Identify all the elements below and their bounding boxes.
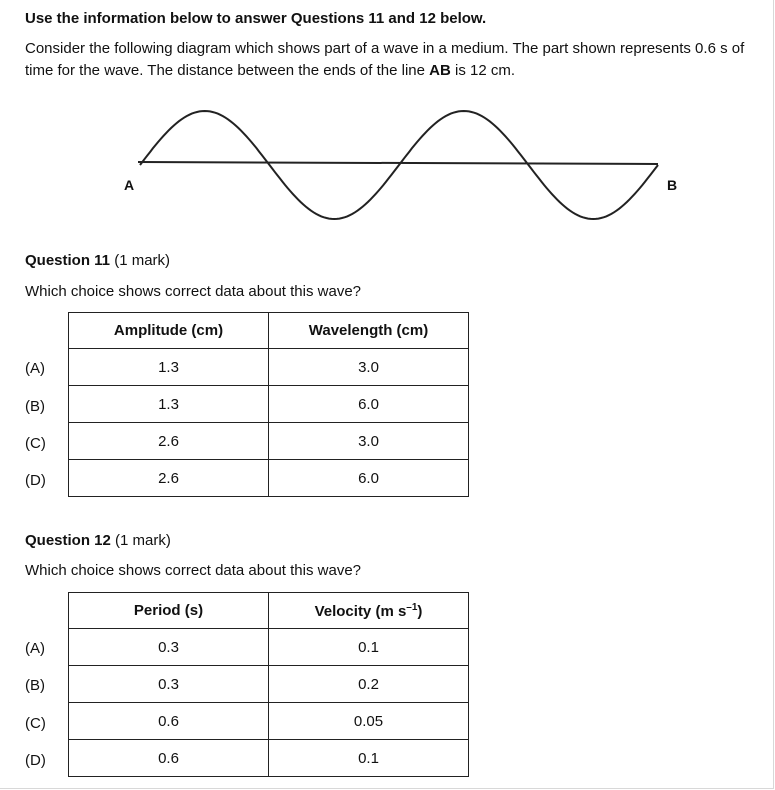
q12-choice-b-label: (B) <box>25 677 45 694</box>
table-header-row: Period (s) Velocity (m s–1) <box>68 592 469 629</box>
intro-text: Consider the following diagram which sho… <box>25 38 755 82</box>
table-cell: 0.6 <box>68 702 269 740</box>
q12-table: Period (s) Velocity (m s–1) 0.3 0.1 0.3 … <box>68 592 469 777</box>
table-cell: 3.0 <box>268 348 469 386</box>
table-row: 0.6 0.1 <box>68 739 469 777</box>
q11-choice-d-label: (D) <box>25 472 46 489</box>
table-cell: 0.05 <box>268 702 469 740</box>
wave-curve <box>139 109 659 221</box>
label-a: A <box>124 177 134 193</box>
table-cell: 1.3 <box>68 348 269 386</box>
table-cell: 0.3 <box>68 628 269 666</box>
q11-choice-b-label: (B) <box>25 398 45 415</box>
q11-title: Question 11 <box>25 252 111 269</box>
q12-choice-a-label: (A) <box>25 640 45 657</box>
q12-header-velocity-close: ) <box>417 602 423 620</box>
table-cell: 0.1 <box>268 739 469 777</box>
table-cell: 6.0 <box>268 459 469 497</box>
intro-text-ab: AB <box>429 62 451 79</box>
table-row: 0.3 0.2 <box>68 665 469 703</box>
wave-diagram: A B <box>124 109 677 221</box>
table-cell: 1.3 <box>68 385 269 423</box>
table-row: 0.3 0.1 <box>68 628 469 666</box>
table-cell: 2.6 <box>68 422 269 460</box>
table-cell: 3.0 <box>268 422 469 460</box>
q12-title: Question 12 <box>25 532 111 549</box>
label-b: B <box>667 177 677 193</box>
table-row: 2.6 6.0 <box>68 459 469 497</box>
q11-choice-a-label: (A) <box>25 360 45 377</box>
q12-header-velocity-text: Velocity (m s <box>314 602 407 620</box>
table-cell: 0.6 <box>68 739 269 777</box>
q11-header-wavelength: Wavelength (cm) <box>268 312 469 349</box>
table-cell: 6.0 <box>268 385 469 423</box>
q12-prompt: Which choice shows correct data about th… <box>25 562 361 579</box>
q11-header-amplitude: Amplitude (cm) <box>68 312 269 349</box>
q11-table: Amplitude (cm) Wavelength (cm) 1.3 3.0 1… <box>68 312 469 497</box>
q12-heading: Question 12 (1 mark) <box>25 532 171 549</box>
table-row: 2.6 3.0 <box>68 422 469 460</box>
table-header-row: Amplitude (cm) Wavelength (cm) <box>68 312 469 349</box>
line-ab <box>137 161 659 165</box>
q12-header-velocity: Velocity (m s–1) <box>268 592 469 629</box>
intro-heading: Use the information below to answer Ques… <box>25 10 487 27</box>
q11-heading: Question 11 (1 mark) <box>25 252 170 269</box>
q11-choice-c-label: (C) <box>25 435 46 452</box>
table-cell: 2.6 <box>68 459 269 497</box>
q12-header-period: Period (s) <box>68 592 269 629</box>
table-row: 0.6 0.05 <box>68 702 469 740</box>
q11-prompt: Which choice shows correct data about th… <box>25 283 361 300</box>
table-row: 1.3 3.0 <box>68 348 469 386</box>
table-cell: 0.1 <box>268 628 469 666</box>
intro-text-part2: is 12 cm. <box>450 62 515 79</box>
table-row: 1.3 6.0 <box>68 385 469 423</box>
q12-choice-c-label: (C) <box>25 715 46 732</box>
intro-text-part1: Consider the following diagram which sho… <box>25 40 745 79</box>
q12-marks: (1 mark) <box>110 532 171 549</box>
q12-header-velocity-exponent: –1 <box>406 601 418 613</box>
table-cell: 0.3 <box>68 665 269 703</box>
q12-choice-d-label: (D) <box>25 752 46 769</box>
table-cell: 0.2 <box>268 665 469 703</box>
q11-marks: (1 mark) <box>110 252 171 269</box>
